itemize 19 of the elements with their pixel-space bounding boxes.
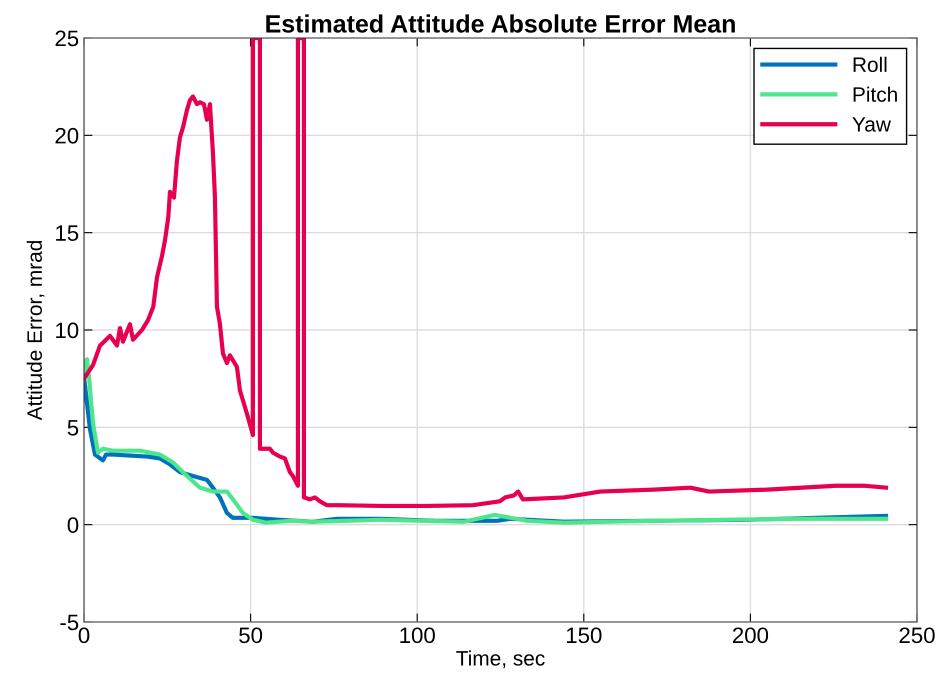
x-tick-label: 200 — [732, 627, 768, 644]
y-tick-label: -5 — [60, 614, 78, 630]
x-tick-label: 250 — [900, 627, 935, 644]
y-tick-label: 25 — [56, 30, 78, 46]
x-axis-title: Time, sec — [456, 650, 545, 668]
x-tick-label: 0 — [78, 627, 90, 644]
x-tick-label: 150 — [566, 627, 602, 644]
legend-label: Pitch — [854, 86, 897, 102]
y-tick-label: 10 — [56, 322, 78, 338]
y-tick-label: 15 — [56, 225, 78, 241]
legend-label: Roll — [854, 56, 886, 72]
y-tick-label: 5 — [68, 420, 78, 436]
x-tick-label: 100 — [400, 627, 435, 644]
y-tick-label: 20 — [56, 128, 78, 144]
legend-label: Yaw — [852, 117, 891, 132]
y-axis-title: Attitude Error, mrad — [26, 241, 44, 420]
x-tick-label: 50 — [239, 627, 262, 644]
chart-title: Estimated Attitude Absolute Error Mean — [266, 14, 735, 33]
y-tick-label: 0 — [68, 517, 78, 533]
